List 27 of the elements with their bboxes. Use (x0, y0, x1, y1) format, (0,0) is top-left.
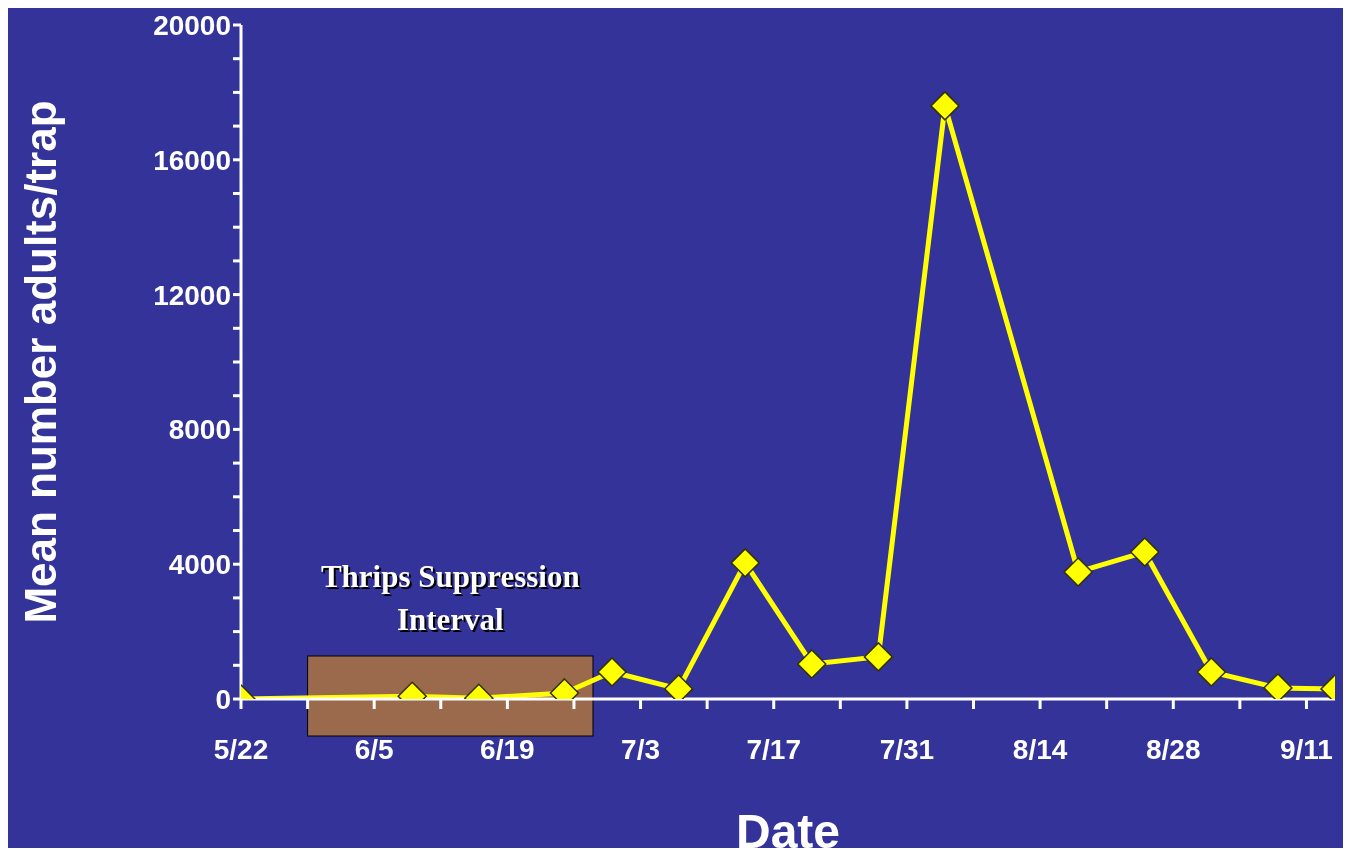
x-axis-title: Date (735, 805, 841, 856)
point (1129, 537, 1160, 567)
point (930, 91, 960, 121)
x-tick-label: 9/11 (1279, 733, 1333, 765)
x-tick-label: 7/17 (746, 733, 801, 765)
y-tick-label: 8000 (168, 414, 231, 446)
point (797, 649, 827, 679)
band-label: Thrips Suppression Interval (320, 559, 580, 637)
x-tick-label: 7/3 (621, 733, 661, 765)
point (597, 657, 627, 687)
point (863, 642, 894, 672)
point (1263, 673, 1293, 699)
x-tick-label: 7/31 (879, 733, 935, 765)
point (730, 548, 760, 578)
x-tick-label: 8/14 (1012, 733, 1068, 765)
point (1196, 657, 1227, 687)
x-tick-label: 8/28 (1146, 733, 1201, 765)
x-tick-label: 6/19 (480, 733, 535, 765)
point (1063, 557, 1093, 587)
y-tick-label: 12000 (153, 279, 231, 311)
y-tick-label: 16000 (153, 144, 231, 176)
x-tick-label: 6/5 (354, 733, 394, 765)
y-tick-label: 4000 (168, 549, 231, 581)
y-tick-label: 20000 (153, 9, 231, 41)
y-tick-label: 0 (215, 683, 231, 715)
x-tick-label: 5/22 (213, 733, 269, 765)
y-axis-title: Mean number adults/trap (15, 100, 65, 624)
